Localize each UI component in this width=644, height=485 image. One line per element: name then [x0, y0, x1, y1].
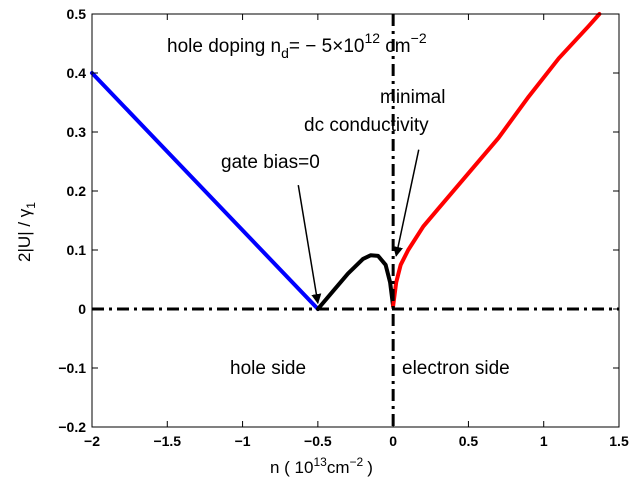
gate-bias-label: gate bias=0	[221, 152, 320, 173]
doping-unit: cm	[380, 36, 411, 57]
x-tick-label: 1	[540, 433, 548, 449]
annotation-arrow-0	[297, 184, 322, 305]
y-tick-label: 0.5	[67, 6, 87, 22]
y-tick-label: 0.1	[67, 242, 87, 258]
x-axis-label-unit: cm	[327, 458, 350, 477]
doping-text: hole doping n	[167, 36, 281, 57]
series-layer	[90, 12, 602, 311]
x-tick-label: 0	[389, 433, 397, 449]
x-tick-label: −0.5	[304, 433, 332, 449]
x-ticks: −2 −1.5 −1 −0.5 0 0.5 1 1.5	[84, 14, 629, 449]
x-tick-label: −2	[84, 433, 100, 449]
x-axis-label-close: )	[367, 458, 373, 477]
y-tick-label: 0	[78, 301, 86, 317]
electron-side-label: electron side	[402, 358, 510, 379]
y-tick-label: 0.3	[67, 124, 87, 140]
annotation-arrows	[297, 149, 420, 305]
doping-rest: = − 5×10	[289, 36, 365, 57]
x-axis-label-sup: 13	[313, 455, 327, 469]
x-axis-label: n ( 1013cm−2)	[270, 455, 373, 477]
series-line-0	[90, 71, 320, 311]
x-axis-label-unit-sup: −2	[350, 455, 364, 469]
x-tick-label: −1	[235, 433, 251, 449]
dc-conductivity-label: dc conductivity	[304, 115, 429, 136]
doping-annotation: hole doping nd= − 5×1012 cm−2	[167, 30, 427, 61]
x-tick-label: 0.5	[459, 433, 479, 449]
y-axis-label-main: 2|U| / γ	[15, 208, 34, 262]
series-line-2	[391, 12, 602, 309]
doping-sup: 12	[364, 30, 380, 46]
minimal-label: minimal	[380, 87, 445, 108]
reference-lines	[92, 14, 619, 427]
y-tick-label: 0.2	[67, 183, 87, 199]
x-tick-label: −1.5	[153, 433, 181, 449]
axes-frame	[91, 13, 620, 428]
y-tick-label: −0.2	[58, 419, 86, 435]
x-tick-label: 1.5	[609, 433, 629, 449]
y-axis-label: 2|U| / γ1	[15, 202, 38, 262]
y-axis-label-sub: 1	[24, 202, 38, 209]
y-tick-label: −0.1	[58, 360, 86, 376]
doping-unit-sup: −2	[411, 30, 427, 46]
annotation-arrow-1	[393, 149, 420, 257]
y-ticks: −0.2 −0.1 0 0.1 0.2 0.3 0.4 0.5	[58, 6, 619, 435]
series-line-1	[315, 253, 396, 311]
hole-side-label: hole side	[230, 358, 306, 379]
x-axis-label-main: n ( 10	[270, 458, 313, 477]
doping-sub: d	[281, 45, 289, 61]
plot-area	[92, 14, 619, 427]
y-tick-label: 0.4	[67, 65, 87, 81]
